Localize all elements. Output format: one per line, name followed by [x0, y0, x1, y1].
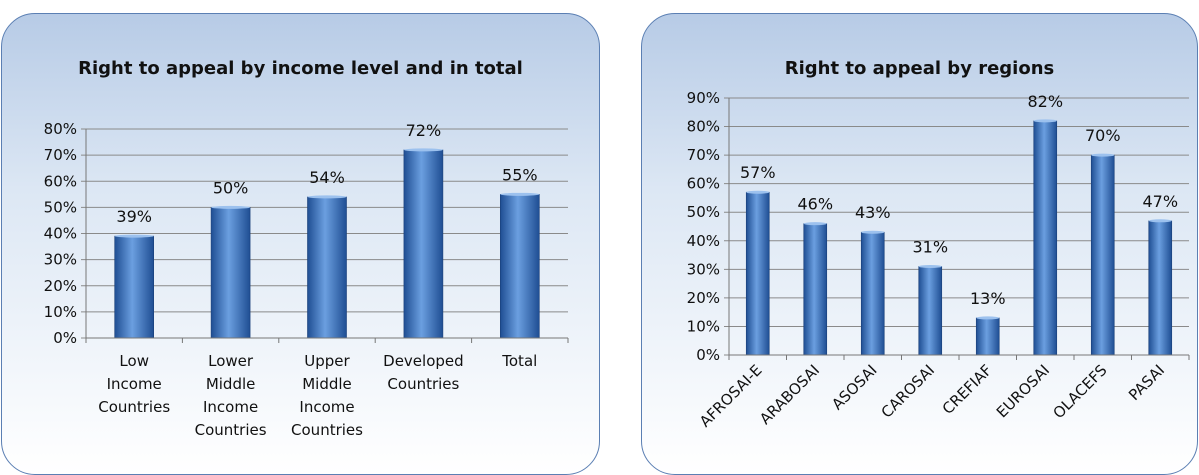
y-tick-label: 80%	[687, 118, 720, 136]
bar-top-highlight	[861, 230, 885, 234]
x-tick-label: OLACEFS	[1050, 361, 1111, 422]
data-label: 43%	[855, 203, 891, 222]
chart-title: Right to appeal by income level and in t…	[78, 58, 523, 79]
x-tick-label: AFROSAI-E	[696, 361, 766, 431]
bar-olacefs	[1090, 154, 1115, 356]
bar-chart-regions: 0% 10% 20% 30% 40% 50% 60% 70% 80% 90% 57% 46% 43% 31…	[687, 89, 1190, 431]
y-tick-label: 20%	[44, 277, 77, 295]
y-tick-label: 30%	[44, 251, 77, 269]
x-tick-label: Lower Middle Income Countries	[195, 352, 267, 439]
data-label: 31%	[912, 237, 948, 256]
bar-upper-middle-income-countries	[307, 196, 347, 339]
bar-top-highlight	[307, 195, 347, 199]
bar-top-highlight	[976, 316, 1000, 320]
y-tick-label: 0%	[696, 346, 720, 364]
y-tick-label: 80%	[44, 120, 77, 138]
y-tick-label: 20%	[687, 289, 720, 307]
bar-top-highlight	[918, 264, 942, 268]
y-tick-label: 10%	[687, 317, 720, 335]
chart-title: Right to appeal by regions	[784, 58, 1055, 79]
bar-pasai	[1148, 220, 1173, 356]
bar-top-highlight	[211, 205, 251, 209]
bar-top-highlight	[1091, 153, 1115, 157]
y-tick-label: 60%	[687, 175, 720, 193]
chart-panel-regions: Right to appeal by regions 0% 10% 20% 30% 40…	[641, 13, 1198, 475]
bar-top-highlight	[403, 148, 443, 152]
data-label: 54%	[309, 168, 345, 187]
data-label: 50%	[213, 178, 249, 197]
bar-crefiaf	[975, 317, 1000, 356]
y-tick-label: 70%	[687, 146, 720, 164]
bar-chart-income: 0% 10% 20% 30% 40% 50% 60% 70% 80% 39% 50% 54% 72% 55…	[44, 120, 569, 439]
y-tick-label: 70%	[44, 146, 77, 164]
bar-top-highlight	[803, 222, 827, 226]
y-tick-label: 30%	[687, 260, 720, 278]
y-tick-label: 60%	[44, 172, 77, 190]
x-tick-label: Low Income Countries	[98, 352, 170, 416]
x-tick-label: ARABOSAI	[756, 361, 823, 428]
data-label: 72%	[406, 121, 442, 140]
y-tick-label: 50%	[44, 198, 77, 216]
data-label: 13%	[970, 289, 1006, 308]
data-label: 39%	[116, 207, 152, 226]
y-tick-label: 50%	[687, 203, 720, 221]
x-tick-label: CREFIAF	[939, 361, 996, 418]
y-tick-label: 90%	[687, 89, 720, 107]
bar-top-highlight	[1148, 219, 1172, 223]
bar-low-income-countries	[114, 235, 154, 339]
y-tick-label: 40%	[44, 225, 77, 243]
data-label: 82%	[1027, 92, 1063, 111]
x-tick-label: EUROSAI	[993, 361, 1053, 421]
x-tick-label: Developed Countries	[383, 352, 464, 393]
bar-top-highlight	[114, 234, 154, 238]
bar-top-highlight	[1033, 119, 1057, 123]
x-tick-label: PASAI	[1125, 361, 1168, 404]
bar-top-highlight	[500, 192, 540, 196]
x-tick-label: Upper Middle Income Countries	[291, 352, 363, 439]
bar-lower-middle-income-countries	[210, 207, 251, 339]
data-label: 46%	[797, 195, 833, 214]
x-tick-label: Total	[501, 352, 537, 370]
chart-panel-income: Right to appeal by income level and in t…	[1, 13, 600, 475]
bar-arabosai	[803, 223, 828, 356]
y-tick-label: 10%	[44, 303, 77, 321]
bar-eurosai	[1033, 120, 1058, 356]
y-tick-label: 0%	[53, 329, 77, 347]
bar-carosai	[918, 266, 943, 356]
x-tick-label: ASOSAI	[828, 361, 880, 413]
data-label: 55%	[502, 165, 538, 184]
data-label: 47%	[1142, 192, 1178, 211]
bar-asosai	[860, 231, 885, 356]
bar-total	[499, 194, 540, 339]
y-tick-label: 40%	[687, 232, 720, 250]
x-tick-label: CAROSAI	[878, 361, 938, 421]
bar-afrosai-e	[745, 191, 770, 356]
bar-top-highlight	[746, 190, 770, 194]
bar-developed-countries	[403, 149, 444, 339]
data-label: 70%	[1085, 126, 1121, 145]
data-label: 57%	[740, 163, 776, 182]
